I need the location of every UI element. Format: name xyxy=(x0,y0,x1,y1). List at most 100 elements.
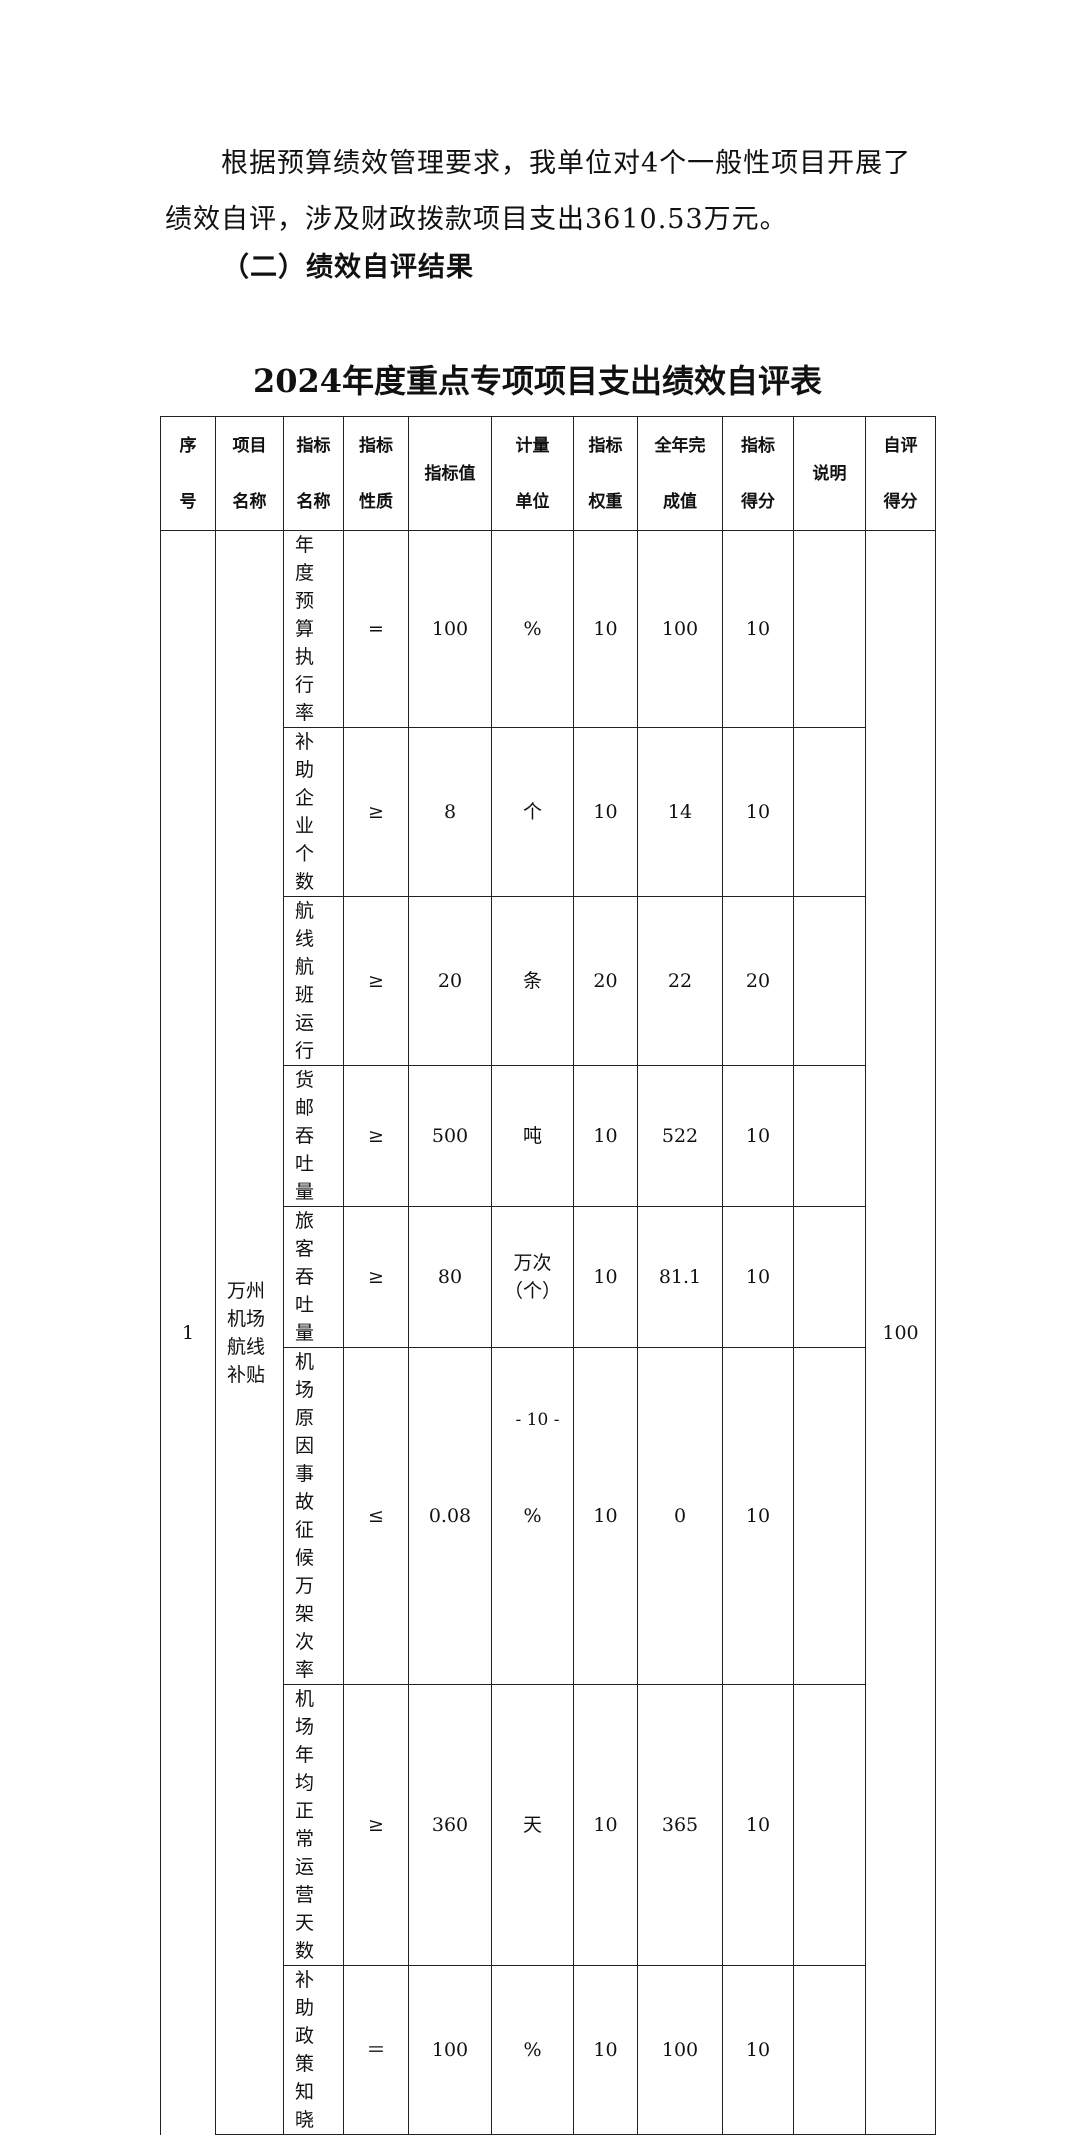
header-text: 权重 xyxy=(588,491,623,512)
header-cell: 指标 得分 xyxy=(722,416,794,531)
indicator-nature-cell: ≥ xyxy=(343,1684,409,1966)
score-cell: 10 xyxy=(722,1347,794,1685)
unit-cell: 条 xyxy=(491,896,574,1066)
weight-cell: 10 xyxy=(573,1206,638,1348)
indicator-name-cell: 航线航班运行 xyxy=(283,896,344,1066)
header-cell: 指标 性质 xyxy=(343,416,409,531)
unit-cell: 吨 xyxy=(491,1065,574,1207)
unit-cell: % xyxy=(491,1347,574,1685)
score-cell: 20 xyxy=(722,896,794,1066)
header-text: 指标 xyxy=(741,435,775,456)
header-text: 指标 xyxy=(588,435,623,456)
header-text: 指标值 xyxy=(424,463,476,484)
target-value-cell: 0.08 xyxy=(408,1347,492,1685)
unit-cell: % xyxy=(491,1965,574,2135)
unit-cell: 万次（个） xyxy=(491,1206,574,1348)
header-text: 说明 xyxy=(812,463,847,484)
note-cell xyxy=(793,1965,866,2135)
actual-value-cell: 14 xyxy=(637,727,723,897)
indicator-nature-cell: ≥ xyxy=(343,727,409,897)
header-text: 序 xyxy=(179,435,197,456)
header-text: 得分 xyxy=(883,491,918,512)
header-text: 号 xyxy=(179,491,197,512)
indicator-nature-cell: = xyxy=(343,530,409,728)
indicator-name-cell: 旅客吞吐量 xyxy=(283,1206,344,1348)
header-text: 计量 xyxy=(515,435,550,456)
table-row: 补助企业个数 ≥8 个 10 14 10 xyxy=(161,727,936,897)
weight-cell: 10 xyxy=(573,727,638,897)
table-row: 旅客吞吐量 ≥80 万次（个） 10 81.1 10 xyxy=(161,1206,936,1348)
intro-paragraph: 根据预算绩效管理要求，我单位对4个一般性项目开展了绩效自评，涉及财政拨款项目支出… xyxy=(165,148,912,235)
indicator-nature-cell: ≤ xyxy=(343,1347,409,1685)
page-number: - 10 - xyxy=(515,1410,560,1430)
header-cell: 指标 名称 xyxy=(283,416,344,531)
section-heading: （二）绩效自评结果 xyxy=(222,252,474,283)
indicator-name-cell: 机场年均正常运营天数 xyxy=(283,1684,344,1966)
note-cell xyxy=(793,896,866,1066)
score-cell: 10 xyxy=(722,727,794,897)
table-title: 2024年度重点专项项目支出绩效自评表 xyxy=(252,362,823,400)
indicator-nature-cell: ＝ xyxy=(343,1965,409,2135)
indicator-name-cell: 货邮吞吐量 xyxy=(283,1065,344,1207)
actual-value-cell: 100 xyxy=(637,530,723,728)
header-cell: 计量 单位 xyxy=(491,416,574,531)
table-row: 1 万州机场航线补贴 年度预算执行率 = 100% 10 100 10 100 xyxy=(160,530,936,2135)
header-cell: 全年完 成值 xyxy=(637,416,723,531)
table-row: 货邮吞吐量 ≥500 吨 10 522 10 xyxy=(161,1065,936,1207)
self-score-cell: 100 xyxy=(865,530,936,2135)
actual-value-cell: 0 xyxy=(637,1347,723,1685)
note-cell xyxy=(793,530,866,728)
score-cell: 10 xyxy=(722,1065,794,1207)
header-text: 单位 xyxy=(515,491,550,512)
header-text: 自评 xyxy=(883,435,918,456)
header-text: 指标 xyxy=(359,435,393,456)
weight-cell: 10 xyxy=(573,530,638,728)
score-cell: 10 xyxy=(722,1684,794,1966)
note-cell xyxy=(793,1065,866,1207)
unit-cell: 个 xyxy=(491,727,574,897)
header-text: 得分 xyxy=(741,491,775,512)
score-cell: 10 xyxy=(722,530,794,728)
weight-cell: 10 xyxy=(573,1965,638,2135)
weight-cell: 10 xyxy=(573,1684,638,1966)
target-value-cell: 500 xyxy=(408,1065,492,1207)
header-text: 项目 xyxy=(232,435,267,456)
header-text: 全年完 xyxy=(654,435,706,456)
header-text: 指标 xyxy=(296,435,331,456)
actual-value-cell: 522 xyxy=(637,1065,723,1207)
header-cell: 指标 权重 xyxy=(573,416,638,531)
header-cell: 指标值 xyxy=(408,416,492,531)
target-value-cell: 100 xyxy=(408,1965,492,2135)
actual-value-cell: 81.1 xyxy=(637,1206,723,1348)
actual-value-cell: 22 xyxy=(637,896,723,1066)
header-cell: 自评 得分 xyxy=(865,416,936,531)
target-value-cell: 100 xyxy=(408,530,492,728)
note-cell xyxy=(793,1684,866,1966)
header-text: 成值 xyxy=(663,491,697,512)
header-text: 名称 xyxy=(296,491,331,512)
performance-table: 序号项目 名称 指标 名称 指标 性质 指标值 计量 单位 指标 权重 全年完 成值 指标 得分 说明 自评 得分… xyxy=(160,416,936,2135)
note-cell xyxy=(793,1347,866,1685)
indicator-name-cell: 机场原因事故征候万架次率 xyxy=(283,1347,344,1685)
weight-cell: 10 xyxy=(573,1065,638,1207)
weight-cell: 20 xyxy=(573,896,638,1066)
indicator-nature-cell: ≥ xyxy=(343,1065,409,1207)
header-cell: 说明 xyxy=(793,416,866,531)
weight-cell: 10 xyxy=(573,1347,638,1685)
indicator-nature-cell: ≥ xyxy=(343,896,409,1066)
project-seq-cell: 1 xyxy=(160,530,216,2135)
header-text: 名称 xyxy=(232,491,267,512)
target-value-cell: 8 xyxy=(408,727,492,897)
note-cell xyxy=(793,727,866,897)
indicator-name-cell: 补助企业个数 xyxy=(283,727,344,897)
score-cell: 10 xyxy=(722,1965,794,2135)
unit-cell: % xyxy=(491,530,574,728)
target-value-cell: 20 xyxy=(408,896,492,1066)
score-cell: 10 xyxy=(722,1206,794,1348)
project-name-cell: 万州机场航线补贴 xyxy=(215,530,284,2135)
table-row: 航线航班运行 ≥20 条 20 22 20 xyxy=(161,896,936,1066)
header-text: 性质 xyxy=(359,491,393,512)
indicator-nature-cell: ≥ xyxy=(343,1206,409,1348)
note-cell xyxy=(793,1206,866,1348)
indicator-name-cell: 补助政策知晓 xyxy=(283,1965,344,2135)
